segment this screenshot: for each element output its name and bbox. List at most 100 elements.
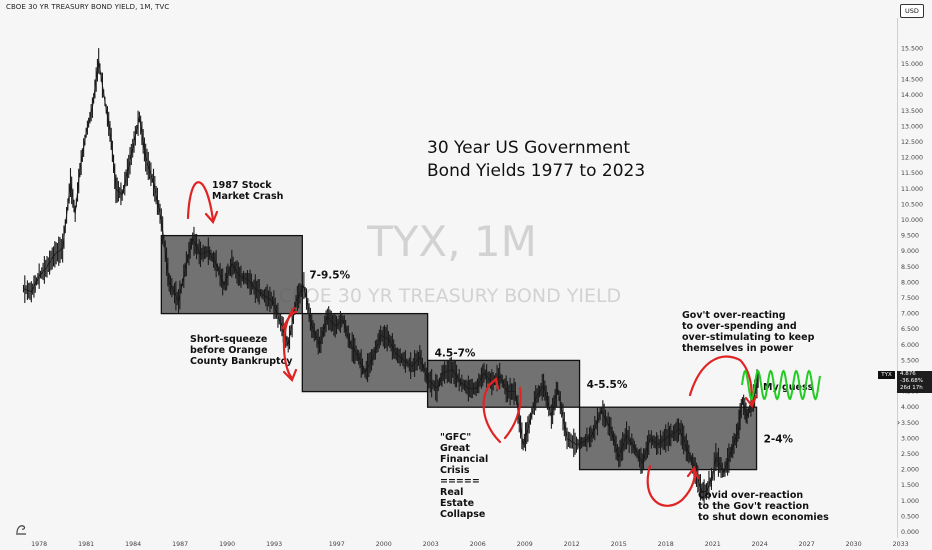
x-tick-label: 2027 xyxy=(799,541,815,548)
y-tick-label: 10.500 xyxy=(901,201,923,208)
y-tick-label: 2.000 xyxy=(901,467,919,474)
annotation-arrow xyxy=(686,465,700,480)
x-tick-label: 2000 xyxy=(376,541,392,548)
y-tick-label: 15.500 xyxy=(901,45,923,52)
annotation-arrow xyxy=(281,310,298,330)
x-tick-label: 2003 xyxy=(423,541,439,548)
annotation-text: to the Gov't reaction xyxy=(698,501,809,512)
bookmark-icon[interactable] xyxy=(14,520,28,536)
y-tick-label: 8.500 xyxy=(901,264,919,271)
y-tick-label: 14.500 xyxy=(901,77,923,84)
watermark-name: CBOE 30 YR TREASURY BOND YIELD xyxy=(279,285,621,307)
annotation-text: over-stimulating to keep xyxy=(682,332,815,343)
y-tick-label: 4.000 xyxy=(901,404,919,411)
annotation-text: 1987 Stock xyxy=(212,180,272,191)
y-tick-label: 0.000 xyxy=(901,529,919,536)
range-label: 2-4% xyxy=(764,433,794,445)
y-tick-label: 9.500 xyxy=(901,233,919,240)
annotation-text: Market Crash xyxy=(212,191,284,202)
x-tick-label: 1997 xyxy=(329,541,345,548)
annotation-text: before Orange xyxy=(190,345,268,356)
x-tick-label: 2015 xyxy=(611,541,627,548)
annotation-text: Short-squeeze xyxy=(190,334,267,345)
annotation-arrow xyxy=(688,355,754,406)
x-tick-label: 2024 xyxy=(752,541,768,548)
y-tick-label: 11.000 xyxy=(901,186,923,193)
y-tick-label: 3.000 xyxy=(901,435,919,442)
x-tick-label: 2009 xyxy=(517,541,533,548)
annotation-text: themselves in power xyxy=(682,343,793,354)
bar-countdown: 26d 17h xyxy=(900,385,923,391)
annotation-text: County Bankruptcy xyxy=(190,356,293,367)
guess-wave xyxy=(741,369,821,401)
y-tick-label: 7.500 xyxy=(901,295,919,302)
y-tick-label: 13.500 xyxy=(901,108,923,115)
y-tick-label: 5.500 xyxy=(901,357,919,364)
annotation-text: ===== xyxy=(440,476,480,487)
more-icon[interactable]: › xyxy=(897,418,901,427)
y-tick-label: 3.500 xyxy=(901,420,919,427)
chart-title: Bond Yields 1977 to 2023 xyxy=(427,161,645,181)
annotation-arrow xyxy=(186,181,215,222)
price-change: -36.68% xyxy=(900,378,923,384)
x-tick-label: 1987 xyxy=(172,541,188,548)
y-tick-label: 2.500 xyxy=(901,451,919,458)
x-tick-label: 1981 xyxy=(78,541,94,548)
annotation-arrow xyxy=(503,386,522,440)
x-tick-label: 2018 xyxy=(658,541,674,548)
x-tick-label: 1993 xyxy=(266,541,282,548)
y-tick-label: 6.500 xyxy=(901,326,919,333)
price-series-line xyxy=(23,60,759,492)
price-axis-border xyxy=(897,18,898,538)
annotation-text: to over-spending and xyxy=(682,321,797,332)
annotation-text: Covid over-reaction xyxy=(698,490,803,501)
annotation-text: Great xyxy=(440,443,470,454)
x-tick-label: 2030 xyxy=(846,541,862,548)
price-value-box: 4.876 -36.68% 26d 17h xyxy=(897,371,932,393)
y-tick-label: 0.500 xyxy=(901,513,919,520)
annotation-text: Collapse xyxy=(440,509,485,520)
annotation-text: My guess xyxy=(763,382,814,393)
annotation-arrow xyxy=(486,376,500,391)
y-tick-label: 6.000 xyxy=(901,342,919,349)
symbol-header: CBOE 30 YR TREASURY BOND YIELD, 1M, TVC xyxy=(6,3,170,11)
x-tick-label: 2021 xyxy=(705,541,721,548)
annotation-text: "GFC" xyxy=(440,432,471,443)
annotation-text: to shut down economies xyxy=(698,512,829,523)
chart-title: 30 Year US Government xyxy=(427,138,630,158)
y-tick-label: 1.000 xyxy=(901,498,919,505)
y-tick-label: 8.000 xyxy=(901,279,919,286)
x-tick-label: 2006 xyxy=(470,541,486,548)
annotation-arrow xyxy=(282,368,298,382)
y-tick-label: 1.500 xyxy=(901,482,919,489)
price-ticker-tag: TYX xyxy=(878,371,895,379)
range-label: 4.5-7% xyxy=(435,348,476,360)
x-tick-label: 1978 xyxy=(31,541,47,548)
annotation-arrow xyxy=(744,394,758,409)
y-tick-label: 15.000 xyxy=(901,61,923,68)
y-tick-label: 13.000 xyxy=(901,123,923,130)
y-tick-label: 7.000 xyxy=(901,311,919,318)
watermark-ticker: TYX, 1M xyxy=(366,217,537,266)
last-price: 4.876 xyxy=(900,371,916,377)
annotation-text: Gov't over-reacting xyxy=(682,310,786,321)
y-tick-label: 10.000 xyxy=(901,217,923,224)
annotation-text: Crisis xyxy=(440,465,470,476)
x-tick-label: 1990 xyxy=(219,541,235,548)
annotation-arrow xyxy=(204,210,219,225)
annotation-text: Financial xyxy=(440,454,488,465)
range-label: 7-9.5% xyxy=(309,270,350,282)
y-tick-label: 14.000 xyxy=(901,92,923,99)
y-tick-label: 12.000 xyxy=(901,155,923,162)
annotation-text: Estate xyxy=(440,498,474,509)
currency-button[interactable]: USD xyxy=(900,4,924,18)
annotation-arrow xyxy=(646,464,696,507)
y-tick-label: 11.500 xyxy=(901,170,923,177)
x-tick-label: 2012 xyxy=(564,541,580,548)
x-tick-label: 1984 xyxy=(125,541,141,548)
range-label: 4-5.5% xyxy=(587,379,628,391)
y-tick-label: 9.000 xyxy=(901,248,919,255)
x-tick-label: 2033 xyxy=(893,541,909,548)
